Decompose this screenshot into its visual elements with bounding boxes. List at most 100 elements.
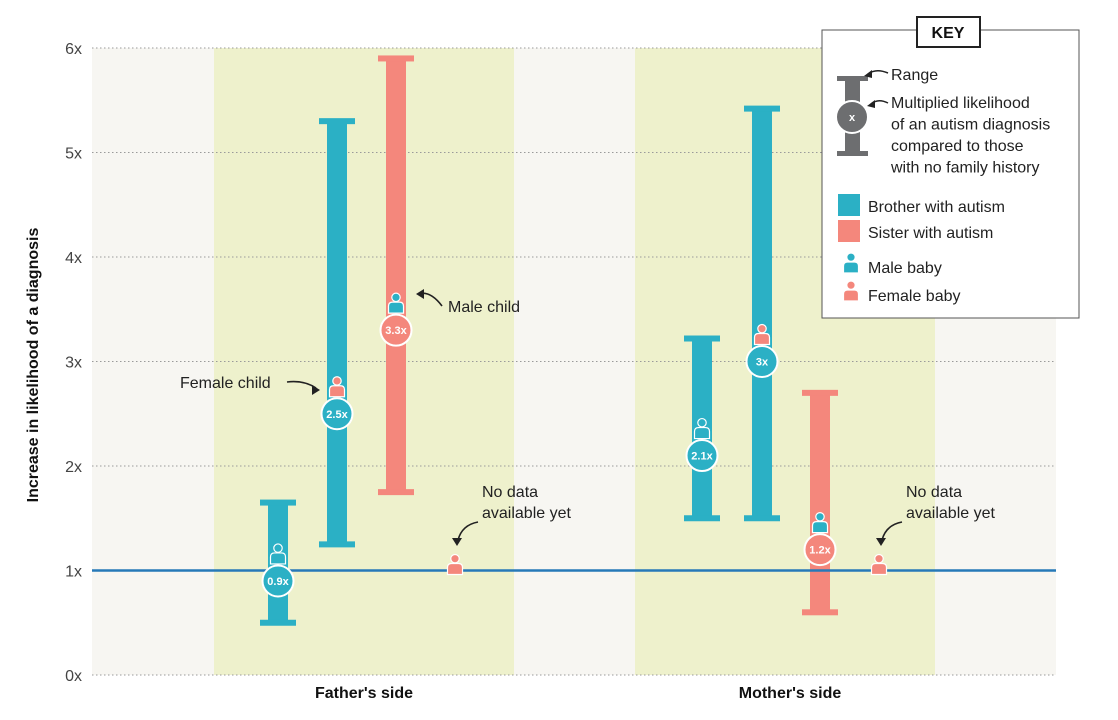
range-cap-bottom	[260, 619, 296, 626]
range-bar	[327, 121, 347, 545]
key-male-baby-label: Male baby	[868, 260, 942, 277]
arrow-line	[457, 521, 479, 541]
key-marker-circle	[835, 100, 869, 134]
person-body	[269, 552, 287, 565]
key-multiplied-line: compared to those	[891, 138, 1024, 155]
person-head	[815, 511, 825, 522]
child-person-icon	[269, 543, 287, 565]
value-label: 3x	[756, 357, 769, 369]
key-title: KEY	[932, 25, 965, 42]
key-legend: KEY x Range Multiplied likelihood of an auti…	[821, 16, 1080, 319]
y-tick-label: 6x	[65, 41, 82, 58]
value-marker: 1.2x	[803, 511, 837, 567]
key-female-baby-icon	[842, 280, 860, 302]
person-head	[697, 417, 707, 428]
person-head	[450, 553, 460, 564]
value-label: 3.3x	[385, 325, 407, 337]
y-tick-label: 1x	[65, 564, 82, 581]
value-label: 1.2x	[809, 545, 831, 557]
person-head	[874, 553, 884, 564]
key-arrowhead-marker	[867, 100, 875, 108]
person-body	[842, 261, 860, 274]
group-label-mother: Mother's side	[739, 685, 842, 702]
annotations: Male child Female child No data available y…	[180, 289, 996, 546]
person-body	[328, 385, 346, 398]
range-cap-top	[684, 335, 720, 342]
annotation-no-data: No data	[906, 484, 962, 501]
value-circle	[379, 313, 413, 347]
annotation-male-child: Male child	[448, 299, 520, 316]
value-circle	[685, 439, 719, 473]
key-title-box	[916, 16, 981, 48]
range-cap-top	[378, 55, 414, 62]
range-bar	[752, 108, 772, 519]
y-tick-label: 5x	[65, 146, 82, 163]
person-body	[693, 426, 711, 440]
value-marker: 2.5x	[320, 376, 354, 431]
value-marker: 3x	[745, 323, 779, 378]
key-brother-label: Brother with autism	[868, 199, 1005, 216]
value-circle	[745, 345, 779, 378]
key-male-baby-icon	[842, 252, 860, 274]
range-bar	[810, 392, 830, 613]
key-swatch-brother	[838, 194, 860, 216]
person-body	[753, 332, 771, 346]
value-circle	[320, 397, 354, 431]
child-person-icon	[753, 323, 771, 346]
range-cap-top	[744, 105, 780, 112]
annotation-no-data-line2: available yet	[482, 505, 572, 522]
range-cap-bottom	[378, 489, 414, 496]
range-cap-top	[319, 118, 355, 125]
annotation-arrow-male	[416, 289, 443, 307]
person-body	[870, 562, 888, 576]
person-head	[846, 252, 856, 263]
child-person-icon	[387, 292, 405, 314]
no-data-person-icon	[870, 553, 888, 576]
range-cap-top	[260, 499, 296, 506]
no-data-person-icon	[446, 553, 464, 576]
y-axis-ticks: 0x 1x 2x 3x 4x 5x 6x	[65, 41, 82, 685]
value-label: 2.1x	[691, 451, 713, 463]
annotation-no-data: No data	[482, 484, 538, 501]
value-circle	[803, 533, 837, 567]
y-tick-label: 0x	[65, 668, 82, 685]
annotation-arrow-no-data	[452, 521, 479, 546]
key-female-baby-label: Female baby	[868, 288, 961, 305]
range-cap-bottom	[684, 515, 720, 522]
person-head	[757, 323, 767, 334]
annotation-arrow-female	[286, 380, 320, 395]
key-multiplied-line: with no family history	[890, 160, 1040, 177]
child-person-icon	[693, 417, 711, 440]
group-label-father: Father's side	[315, 685, 413, 702]
annotation-female-child: Female child	[180, 375, 271, 392]
range-cap-bottom	[802, 609, 838, 616]
person-head	[273, 543, 283, 553]
child-person-icon	[328, 376, 346, 398]
child-person-icon	[811, 511, 829, 534]
person-body	[387, 301, 405, 314]
key-sister-label: Sister with autism	[868, 225, 993, 242]
key-range-label: Range	[891, 67, 938, 84]
arrow-line	[881, 521, 903, 541]
person-head	[391, 292, 401, 303]
range-cap-bottom	[744, 515, 780, 522]
arrow-head	[312, 385, 320, 395]
value-circle	[261, 564, 295, 598]
y-tick-label: 3x	[65, 355, 82, 372]
value-label: 0.9x	[267, 576, 289, 588]
arrow-head	[416, 289, 424, 299]
key-multiplied-line: Multiplied likelihood	[891, 95, 1030, 112]
range-cap-top	[802, 389, 838, 396]
key-range-cap-top	[837, 76, 868, 81]
annotation-no-data-line2: available yet	[906, 505, 996, 522]
key-marker-symbol: x	[849, 112, 856, 124]
key-range-cap-bottom	[837, 151, 868, 156]
person-head	[332, 376, 342, 386]
arrow-head	[452, 538, 462, 546]
range-cap-bottom	[319, 541, 355, 548]
person-body	[811, 521, 829, 534]
value-markers: 0.9x 2.5x 3.3x 2.1x 3x 1.2x	[261, 292, 888, 598]
y-tick-label: 4x	[65, 250, 82, 267]
key-arrowhead-range	[864, 70, 872, 78]
